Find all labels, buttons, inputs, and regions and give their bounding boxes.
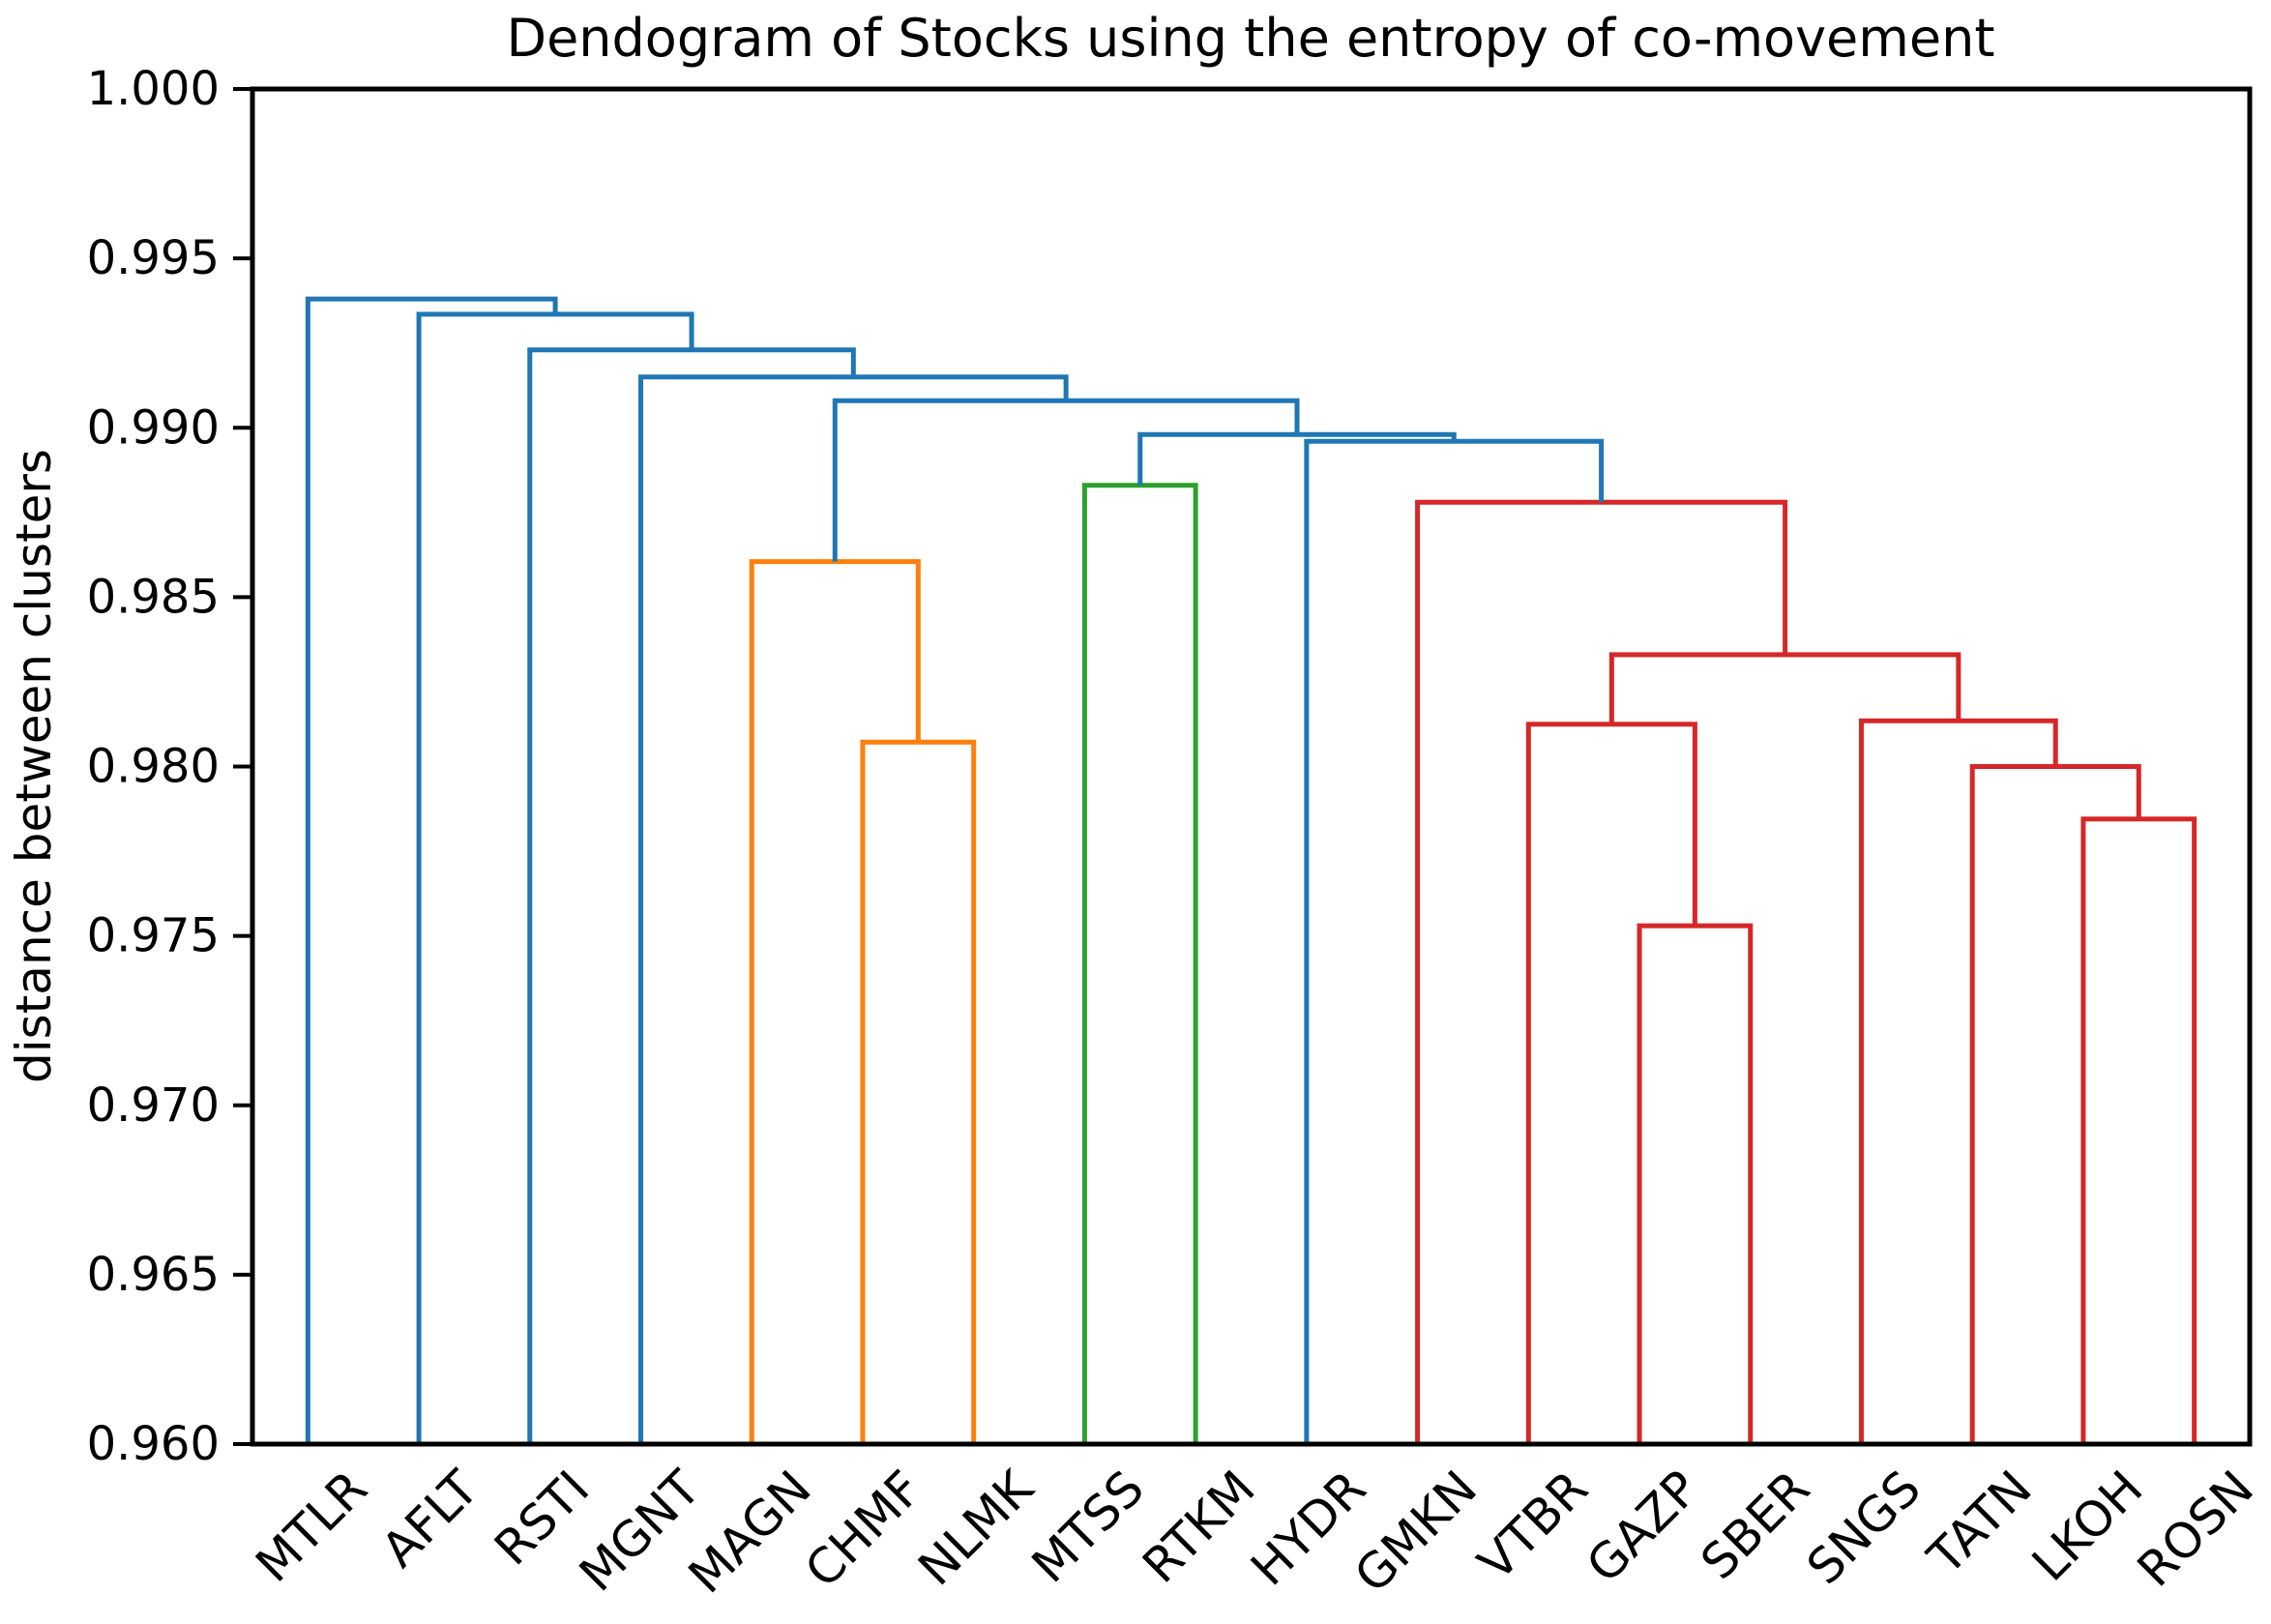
x-axis-labels: MTLRAFLTRSTIMGNTMAGNCHMFNLMKMTSSRTKMHYDR…	[245, 1460, 2264, 1605]
dendrogram-link-m15	[527, 347, 856, 1444]
x-tick-label-MAGN: MAGN	[678, 1460, 822, 1604]
dendrogram-link-m8	[860, 739, 977, 1444]
y-tick-label: 0.995	[87, 231, 220, 285]
y-tick-label: 0.965	[87, 1248, 220, 1302]
x-tick-label-TATN: TATN	[1917, 1460, 2043, 1585]
y-tick-label: 0.980	[87, 740, 220, 794]
dendrogram-link-m11	[1304, 438, 1605, 1444]
x-tick-label-NLMK: NLMK	[907, 1460, 1045, 1597]
y-tick-label: 0.985	[87, 570, 220, 624]
dendrogram-link-m6	[1608, 652, 1961, 724]
dendrogram-link-m3	[2080, 816, 2197, 1444]
dendrogram-link-m7	[1415, 499, 1788, 1444]
x-tick-label-MTLR: MTLR	[245, 1460, 377, 1592]
dendrogram-link-m4	[1969, 764, 2141, 1444]
dendrogram-link-m14	[638, 374, 1069, 1444]
dendrogram-link-m17	[305, 296, 558, 1444]
x-tick-label-CHMF: CHMF	[794, 1460, 932, 1598]
x-tick-label-ROSN: ROSN	[2127, 1460, 2264, 1597]
dendrogram-link-m13	[832, 398, 1300, 562]
x-tick-label-AFLT: AFLT	[371, 1460, 489, 1578]
x-tick-label-MTSS: MTSS	[1021, 1460, 1155, 1593]
y-tick-label: 0.960	[87, 1417, 220, 1471]
dendrogram-links	[305, 296, 2197, 1444]
dendrogram-link-m9	[749, 559, 921, 1444]
y-axis-ticks: 1.000 0.995 0.990 0.985 0.980 0.975 0.970 0.965…	[87, 62, 252, 1471]
x-tick-label-SBER: SBER	[1691, 1460, 1821, 1590]
dendrogram-link-m5	[1858, 718, 2058, 1444]
axes	[250, 86, 2253, 1447]
chart-title: Dendogram of Stocks using the entropy of…	[507, 8, 1995, 69]
dendrogram-link-m10	[1081, 483, 1198, 1444]
dendrogram-link-m1	[1637, 923, 1754, 1444]
dendrogram-link-m16	[416, 311, 694, 1444]
x-tick-label-SNGS: SNGS	[1796, 1460, 1932, 1595]
x-tick-label-GAZP: GAZP	[1576, 1460, 1709, 1593]
x-tick-label-GMKN: GMKN	[1344, 1460, 1489, 1604]
x-tick-label-VTBR: VTBR	[1467, 1460, 1599, 1591]
x-tick-label-LKOH: LKOH	[2021, 1460, 2153, 1591]
y-axis-label: distance between clusters	[6, 449, 62, 1083]
dendrogram-link-m2	[1525, 722, 1697, 1444]
y-tick-label: 1.000	[87, 62, 220, 116]
x-tick-label-MGNT: MGNT	[569, 1460, 711, 1602]
y-tick-label: 0.970	[87, 1078, 220, 1133]
y-tick-label: 0.975	[87, 909, 220, 963]
x-tick-label-RTKM: RTKM	[1132, 1460, 1265, 1593]
plot-spines	[250, 86, 2253, 1447]
y-tick-label: 0.990	[87, 400, 220, 455]
